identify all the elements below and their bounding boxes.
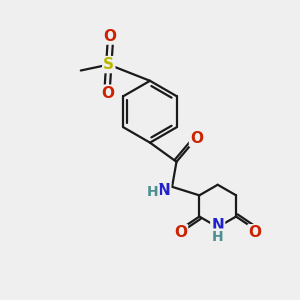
Text: N: N: [211, 218, 224, 233]
Text: O: O: [190, 131, 203, 146]
Text: N: N: [158, 183, 170, 198]
Text: O: O: [174, 225, 187, 240]
Text: O: O: [101, 86, 114, 101]
Text: O: O: [248, 225, 261, 240]
Text: H: H: [147, 185, 159, 199]
Text: S: S: [103, 57, 114, 72]
Text: O: O: [104, 28, 117, 44]
Text: H: H: [212, 230, 224, 244]
